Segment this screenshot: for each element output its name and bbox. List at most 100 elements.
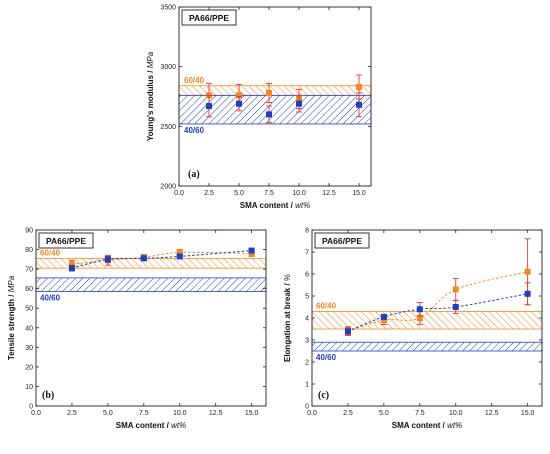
y-tick-label: 7 <box>305 250 309 257</box>
data-point <box>452 286 459 293</box>
y-tick-label: 50 <box>25 306 33 313</box>
x-axis-unit: wt% <box>295 201 310 210</box>
y-axis-label: Tensile strength <box>7 299 16 360</box>
y-axis-separator: / <box>7 292 16 299</box>
x-tick-label: 15.0 <box>521 410 535 417</box>
data-point <box>266 89 272 96</box>
y-axis-label: Elongation at break <box>283 287 292 362</box>
data-point <box>206 103 212 110</box>
data-point <box>266 111 272 118</box>
y-tick-label: 60 <box>25 286 33 293</box>
data-point <box>68 265 75 272</box>
x-tick-label: 15.0 <box>352 190 366 197</box>
y-axis-unit: % <box>283 274 292 281</box>
data-point <box>68 261 75 268</box>
y-axis-title: Young's modulus / MPa <box>146 51 155 141</box>
y-tick-label: 70 <box>25 267 33 274</box>
series-line <box>347 293 528 332</box>
band-label: 60/40 <box>40 248 61 257</box>
chart-panel-1: 60/40 40/60 0.0 2.5 5.0 7.5 10.0 12.5 15.0 2000 25… <box>146 5 372 210</box>
panel-letter: (b) <box>42 390 54 401</box>
panel-title-box <box>181 9 237 26</box>
data-point <box>248 247 255 254</box>
y-tick-label: 0 <box>305 404 309 411</box>
y-tick-label: 5 <box>305 294 309 301</box>
y-tick-label: 8 <box>305 228 309 235</box>
y-tick-label: 40 <box>25 325 33 332</box>
y-axis-title: Tensile strength / MPa <box>7 275 16 360</box>
y-axis-unit: MPa <box>146 51 155 68</box>
plot-frame <box>35 229 267 407</box>
y-tick-label: 4 <box>305 316 309 323</box>
data-point <box>236 100 242 107</box>
x-axis-label: SMA content <box>116 421 165 430</box>
x-axis-label: SMA content <box>240 201 289 210</box>
band-40-60 <box>35 277 267 292</box>
data-point <box>140 255 147 262</box>
y-tick-label: 3500 <box>160 5 176 12</box>
data-point <box>356 83 362 90</box>
band-label: 40/60 <box>40 294 61 303</box>
y-tick-label: 0 <box>29 404 33 411</box>
x-tick-label: 0.0 <box>31 410 41 417</box>
y-axis-title: Elongation at break / % <box>283 274 292 362</box>
data-point <box>236 92 242 99</box>
data-point <box>524 290 531 297</box>
x-axis-title: SMA content / wt% <box>116 421 186 430</box>
band-40-60 <box>311 341 543 352</box>
x-axis-title: SMA content / wt% <box>392 421 462 430</box>
x-tick-label: 10.0 <box>173 410 187 417</box>
x-tick-label: 5.0 <box>103 410 113 417</box>
data-point <box>380 313 387 320</box>
x-tick-label: 2.5 <box>343 410 353 417</box>
data-point <box>356 101 362 108</box>
y-tick-label: 20 <box>25 364 33 371</box>
y-tick-label: 1 <box>305 382 309 389</box>
panel-title: PA66/PPE <box>322 236 362 246</box>
band-label: 40/60 <box>184 126 205 135</box>
data-point <box>296 100 302 107</box>
y-tick-label: 6 <box>305 272 309 279</box>
y-tick-label: 3000 <box>160 64 176 71</box>
band-label: 60/40 <box>316 301 337 310</box>
x-tick-label: 12.5 <box>322 190 336 197</box>
y-tick-label: 2 <box>305 360 309 367</box>
data-point <box>416 315 423 321</box>
panel-letter: (a) <box>188 169 200 180</box>
data-point <box>176 253 183 260</box>
x-axis-label: SMA content <box>392 421 441 430</box>
y-tick-label: 80 <box>25 247 33 254</box>
y-tick-label: 3 <box>305 338 309 345</box>
x-axis-separator: / <box>288 201 295 210</box>
plot-frame <box>178 6 372 187</box>
band-label: 60/40 <box>184 76 205 85</box>
panel-title-box <box>38 232 94 249</box>
data-point <box>416 306 423 313</box>
x-axis-unit: wt% <box>171 421 186 430</box>
y-axis-separator: / <box>146 68 155 75</box>
data-point <box>344 328 351 335</box>
x-tick-label: 10.0 <box>292 190 306 197</box>
y-tick-label: 2000 <box>160 184 176 191</box>
panel-title: PA66/PPE <box>46 236 86 246</box>
band-label: 40/60 <box>316 353 337 362</box>
x-axis-separator: / <box>440 421 447 430</box>
x-tick-label: 5.0 <box>234 190 244 197</box>
x-axis-separator: / <box>164 421 171 430</box>
panel-title: PA66/PPE <box>189 13 229 23</box>
data-point <box>176 249 183 256</box>
x-tick-label: 0.0 <box>307 410 317 417</box>
x-tick-label: 7.5 <box>264 190 274 197</box>
chart-panel-3: 60/40 40/60 0.0 2.5 5.0 7.5 10.0 12.5 15.0 0 1 2 3 4 5… <box>283 228 543 430</box>
y-axis-label: Young's modulus <box>146 74 155 141</box>
x-tick-label: 2.5 <box>204 190 214 197</box>
data-point <box>380 317 387 324</box>
y-axis-unit: MPa <box>7 275 16 292</box>
panel-title-box <box>314 232 370 249</box>
x-tick-label: 10.0 <box>449 410 463 417</box>
x-tick-label: 12.5 <box>209 410 223 417</box>
data-point <box>524 268 531 275</box>
y-axis-separator: / <box>283 281 292 288</box>
band-40-60 <box>178 94 372 125</box>
